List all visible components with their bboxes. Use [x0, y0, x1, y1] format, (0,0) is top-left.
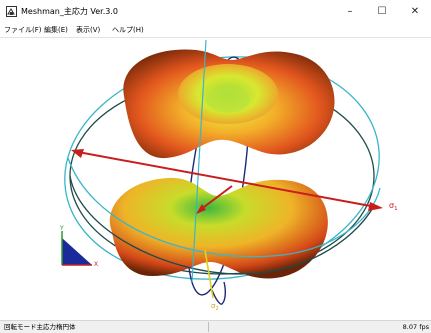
- status-fps: 8.07 fps: [402, 323, 429, 331]
- sigma2-label: σ2: [211, 302, 219, 312]
- status-mode-text: 回転モード主応力楕円体: [4, 323, 76, 331]
- maximize-button[interactable]: ☐: [366, 0, 398, 23]
- menu-file[interactable]: ファイル(F): [4, 26, 42, 34]
- lower-lobe: [109, 177, 328, 279]
- minimize-button[interactable]: –: [334, 0, 366, 23]
- sigma1-arrow-left: [71, 149, 84, 158]
- status-divider: [208, 322, 209, 332]
- cyan-ring-front: [67, 157, 381, 258]
- title-bar[interactable]: Meshman_主応力 Ver.3.0 – ☐ ✕: [0, 0, 431, 23]
- axis-triad: Y X: [59, 225, 98, 268]
- minimize-icon: –: [347, 6, 353, 17]
- vertical-cyan-axis: [191, 39, 207, 283]
- menu-help[interactable]: ヘルプ(H): [112, 26, 144, 34]
- upper-lobe-dimple-core: [206, 87, 250, 113]
- sigma2-axis: [204, 249, 214, 299]
- sigma3-arrow: [196, 204, 206, 214]
- stress-ellipsoid-scene: σ1 σ2 Y X: [59, 39, 398, 312]
- sigma1-axis: [77, 151, 377, 208]
- maximize-icon: ☐: [377, 6, 387, 17]
- sigma3-axis: [199, 185, 233, 211]
- dark-ring-front: [69, 175, 375, 275]
- navy-ring-front: [211, 281, 227, 305]
- sigma1-arrow-right: [368, 202, 383, 211]
- triad-x-label: X: [94, 261, 98, 268]
- menu-view[interactable]: 表示(V): [76, 26, 101, 34]
- triad-y-label: Y: [59, 225, 64, 232]
- menu-edit[interactable]: 編集(E): [44, 26, 68, 34]
- status-bar: 回転モード主応力楕円体 8.07 fps: [0, 320, 431, 333]
- 3d-viewport[interactable]: σ1 σ2 Y X: [0, 38, 431, 320]
- close-icon: ✕: [410, 6, 420, 17]
- close-button[interactable]: ✕: [399, 0, 431, 23]
- app-icon: [6, 6, 17, 17]
- menu-bar: ファイル(F) 編集(E) 表示(V) ヘルプ(H): [0, 23, 431, 38]
- window-title: Meshman_主応力 Ver.3.0: [21, 7, 118, 16]
- sigma1-label: σ1: [389, 201, 398, 212]
